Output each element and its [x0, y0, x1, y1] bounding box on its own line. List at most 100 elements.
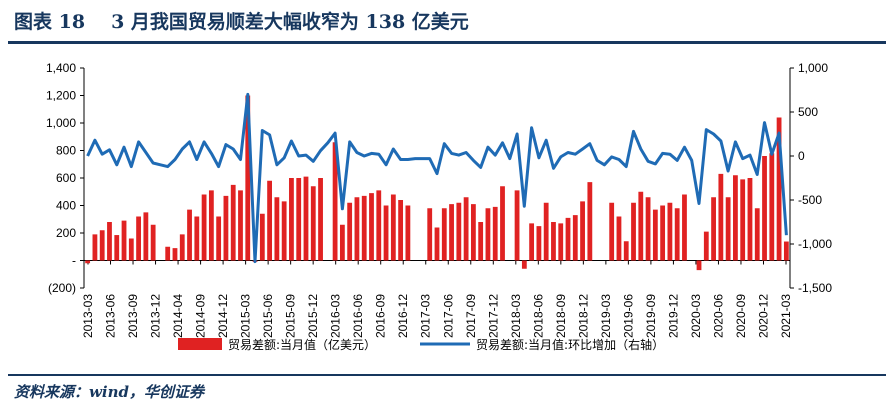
x-tick-label: 2019-09: [644, 294, 658, 338]
bar: [194, 216, 200, 261]
bar: [310, 186, 316, 261]
x-tick-label: 2014-12: [216, 294, 230, 338]
bar: [150, 224, 156, 261]
bar: [99, 230, 105, 261]
bar: [718, 173, 724, 261]
line-series: [86, 92, 788, 264]
bar: [470, 204, 476, 261]
bar: [441, 208, 447, 261]
bar: [398, 200, 404, 261]
bar: [216, 216, 222, 261]
bar: [354, 197, 360, 261]
x-tick-label: 2016-12: [396, 294, 410, 338]
legend-line-label: 贸易差额:当月值:环比增加（右轴）: [476, 337, 664, 352]
bar: [769, 153, 775, 261]
bar: [696, 260, 702, 271]
x-tick-label: 2015-06: [261, 294, 275, 338]
x-tick-label: 2018-09: [554, 294, 568, 338]
x-tick-label: 2020-06: [711, 294, 725, 338]
x-tick-label: 2014-09: [194, 294, 208, 338]
bar: [92, 234, 98, 261]
bar: [172, 248, 178, 261]
bar: [238, 190, 243, 261]
x-tick-label: 2017-03: [419, 294, 433, 338]
bar: [580, 201, 585, 261]
x-tick-label: 2020-12: [756, 294, 770, 338]
bar: [667, 202, 673, 261]
bar: [500, 186, 505, 261]
bar: [303, 176, 309, 261]
bar: [274, 197, 280, 261]
bar: [223, 195, 229, 261]
figure-title: 图表 18 3 月我国贸易顺差大幅收窄为 138 亿美元: [14, 7, 469, 34]
x-tick-label: 2014-04: [171, 294, 185, 338]
figure-title-text: 3 月我国贸易顺差大幅收窄为 138 亿美元: [111, 11, 469, 33]
bar: [187, 209, 192, 261]
bar: [361, 195, 367, 261]
bar: [121, 220, 127, 261]
bar: [201, 194, 207, 261]
bar: [114, 235, 120, 261]
bar: [267, 180, 272, 261]
bar: [289, 178, 294, 261]
bar: [143, 212, 149, 261]
bar: [762, 156, 767, 261]
bar: [543, 202, 549, 261]
bar: [383, 205, 389, 261]
legend-bar-label: 贸易差额:当月值（亿美元）: [228, 337, 376, 352]
x-tick-label: 2018-12: [576, 294, 590, 338]
x-tick-label: 2013-12: [149, 294, 163, 338]
bar: [652, 209, 658, 261]
bar: [434, 227, 440, 261]
bar: [551, 222, 556, 261]
bar: [85, 260, 91, 264]
x-tick-label: 2017-09: [464, 294, 478, 338]
bar: [427, 208, 433, 261]
bar: [740, 179, 746, 261]
bar: [449, 204, 454, 261]
title-divider: [8, 41, 886, 44]
right-tick-label: 500: [798, 105, 818, 119]
bar: [456, 202, 462, 261]
bar: [514, 190, 520, 261]
bar: [616, 216, 622, 261]
bar: [347, 202, 353, 261]
bar: [783, 241, 789, 261]
bar: [572, 215, 578, 261]
bottom-divider: [8, 374, 886, 376]
bar: [339, 224, 345, 261]
x-tick-label: 2015-09: [284, 294, 298, 338]
bar: [390, 194, 396, 261]
bar: [128, 238, 134, 261]
bar: [318, 178, 323, 261]
bar: [521, 260, 527, 269]
right-tick-label: 1,000: [798, 61, 828, 75]
bar: [136, 216, 141, 261]
left-tick-label: 1,200: [46, 89, 76, 103]
bar: [725, 197, 731, 261]
x-tick-label: 2017-06: [441, 294, 455, 338]
bar: [623, 241, 629, 261]
left-tick-label: 1,400: [46, 61, 76, 75]
bar: [245, 95, 251, 261]
bar: [230, 184, 236, 261]
bar: [747, 178, 753, 261]
title-bar: 图表 18 3 月我国贸易顺差大幅收窄为 138 亿美元: [0, 0, 894, 40]
x-tick-label: 2021-03: [779, 294, 793, 338]
bar: [296, 178, 302, 261]
bar: [369, 193, 374, 261]
bar: [660, 205, 666, 261]
x-tick-label: 2018-06: [531, 294, 545, 338]
right-tick-label: -1,500: [798, 281, 832, 295]
right-tick-label: -1,000: [798, 237, 832, 251]
source-note: 资料来源：wind，华创证券: [14, 383, 205, 401]
bar: [165, 246, 171, 261]
bar: [587, 182, 593, 261]
bar: [485, 208, 491, 261]
bar: [565, 217, 571, 261]
x-tick-label: 2015-03: [239, 294, 253, 338]
left-tick-label: (200): [48, 281, 76, 295]
bar: [645, 197, 651, 261]
left-tick-label: 600: [56, 171, 76, 185]
x-tick-label: 2016-03: [329, 294, 343, 338]
